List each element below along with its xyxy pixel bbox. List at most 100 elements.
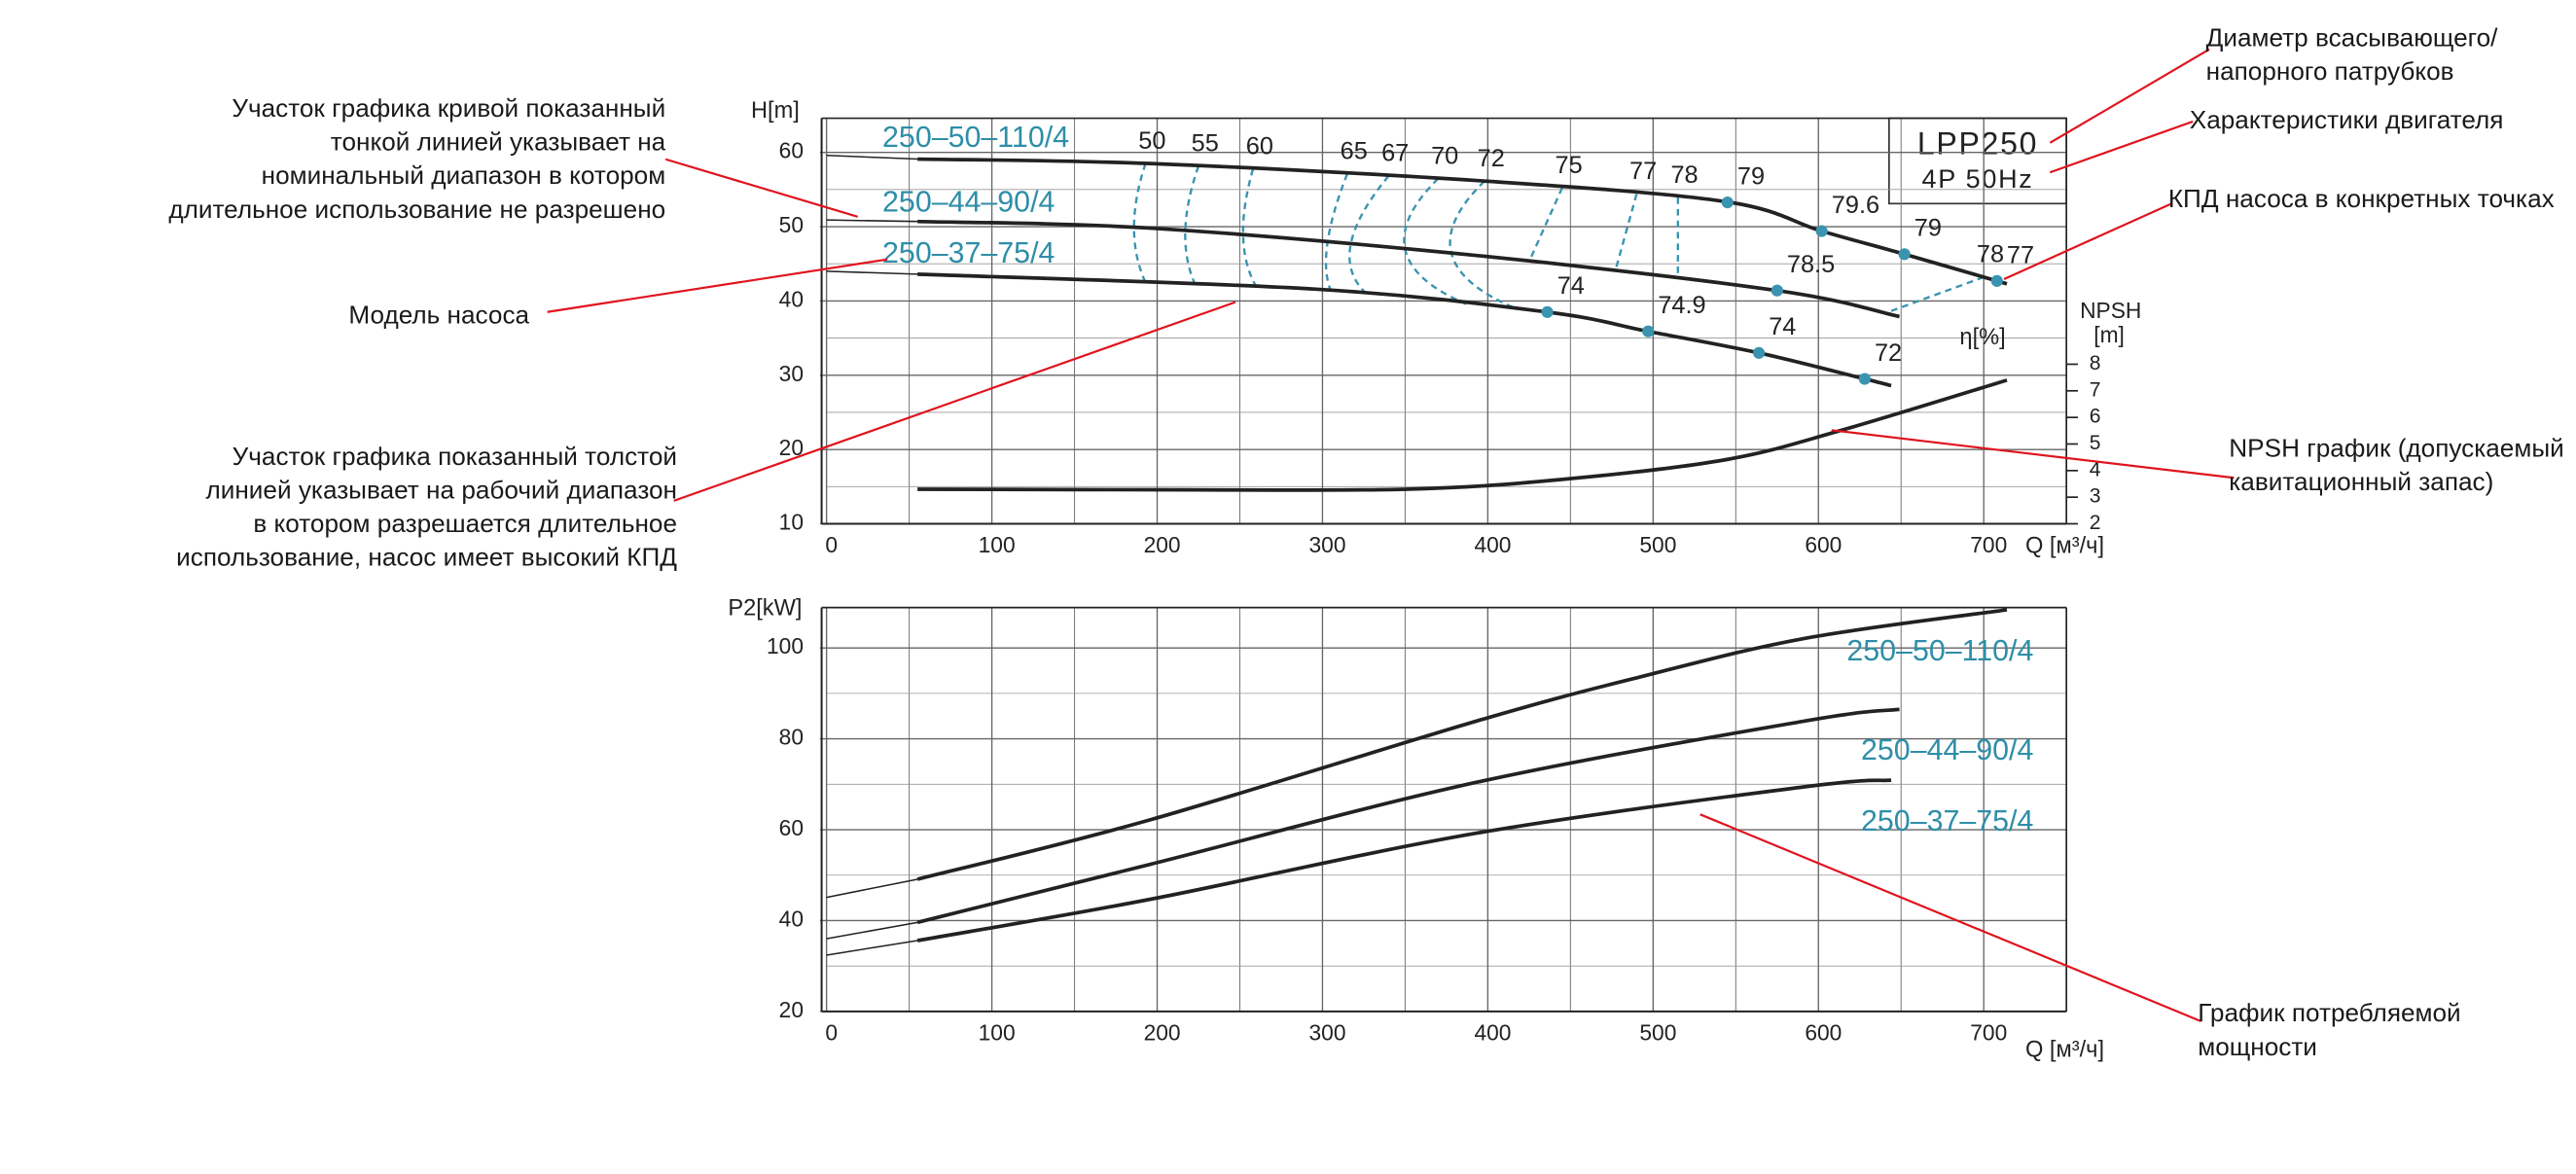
eta-point: [1771, 284, 1783, 297]
series-label: 250–50–110/4: [882, 121, 1069, 154]
y2-tick-label: 2: [2090, 512, 2101, 534]
eta-point-label: 78.5: [1787, 251, 1835, 278]
eta-contour-label: 78: [1977, 241, 2004, 268]
annotation-text: кавитационный запас): [2229, 467, 2493, 496]
eta-contour: [1132, 162, 1147, 284]
y-tick-label: 80: [779, 725, 804, 750]
eta-point: [1721, 196, 1734, 209]
y2-tick-label: 3: [2090, 485, 2101, 508]
eta-point: [1858, 373, 1871, 385]
eta-contour-label: 55: [1192, 129, 1219, 157]
series-label: 250–37–75/4: [882, 236, 1055, 269]
curve: [917, 378, 2008, 492]
pointer-line: [673, 301, 1236, 502]
eta-contour: [1403, 177, 1467, 305]
pointer-line: [547, 258, 888, 313]
x-tick-label: 500: [1639, 1020, 1676, 1046]
thin-curve: [826, 940, 918, 956]
eta-contour: [1449, 180, 1519, 310]
annotation-text: в котором разрешается длительное: [253, 509, 677, 538]
thin-curve: [826, 270, 918, 275]
pointer-line: [2049, 48, 2210, 144]
eta-contour-label: 70: [1431, 142, 1458, 169]
x-tick-label: 200: [1144, 532, 1181, 557]
y-tick-label: 10: [779, 510, 804, 535]
eta-point: [1898, 248, 1911, 261]
curve: [917, 219, 1900, 319]
eta-contour-label: 77: [1629, 158, 1657, 185]
eta-point: [1642, 325, 1655, 338]
x-tick-label: 700: [1970, 532, 2007, 557]
curve: [917, 157, 2008, 286]
thin-curve: [826, 921, 918, 940]
curve: [916, 778, 1892, 943]
eta-point: [1753, 346, 1766, 359]
annotation-text: КПД насоса в конкретных точках: [2168, 184, 2555, 213]
x-axis-label: Q [м³/ч]: [2025, 1038, 2104, 1063]
thin-curve: [826, 154, 918, 160]
motor: 4P 50Hz: [1922, 164, 2034, 194]
pointer-line: [1831, 429, 2235, 480]
eta-point-label: 79: [1914, 215, 1942, 242]
thin-curve: [826, 219, 918, 223]
y-tick-label: 20: [779, 997, 804, 1022]
y-tick-label: 40: [779, 286, 804, 311]
y-axis-label: P2[kW]: [728, 596, 802, 622]
eta-point: [1541, 305, 1554, 318]
series-label: 250–44–90/4: [882, 185, 1055, 218]
eta-contour: [1348, 175, 1390, 296]
annotation-text: длительное использование не разрешено: [168, 195, 665, 224]
y2-tick-label: 6: [2090, 406, 2101, 428]
annotation-text: номинальный диапазон в котором: [262, 160, 666, 190]
x-axis-label: Q [м³/ч]: [2025, 533, 2104, 558]
y2-tick-label: 8: [2090, 352, 2101, 374]
pointer-line: [2003, 202, 2172, 280]
eta-point-label: 79.6: [1832, 192, 1879, 219]
series-label: 250–44–90/4: [1861, 733, 2033, 766]
eta-point-label: 74: [1557, 272, 1585, 300]
pointer-line: [664, 158, 859, 218]
eta-point: [1990, 274, 2003, 287]
eta-contour-label: 60: [1246, 132, 1273, 160]
x-tick-label: 400: [1474, 532, 1511, 557]
x-tick-label: 100: [979, 1020, 1016, 1046]
x-tick-label: 600: [1805, 532, 1842, 557]
eta-point: [1815, 225, 1828, 237]
x-tick-label: 300: [1309, 1020, 1346, 1046]
y-tick-label: 30: [779, 361, 804, 386]
y-tick-label: 50: [779, 212, 804, 237]
y-tick-label: 100: [767, 633, 804, 658]
eta-point-label: 74.9: [1658, 292, 1705, 319]
curve: [916, 707, 1900, 925]
eta-point-label: 77: [2007, 241, 2034, 268]
eta-contour-label: 50: [1138, 127, 1165, 155]
curve: [916, 608, 2008, 881]
y2-tick-label: 4: [2090, 458, 2101, 480]
eta-point-label: 72: [1875, 339, 1902, 367]
eta-contour: [1184, 165, 1200, 286]
annotation-text: использование, насос имеет высокий КПД: [176, 543, 677, 572]
eta-point-label: 79: [1737, 162, 1765, 190]
eta-contour-label: 65: [1341, 137, 1368, 164]
y2-axis-label: NPSH: [2080, 298, 2141, 323]
annotation-text: Характеристики двигателя: [2190, 105, 2504, 134]
x-tick-label: 400: [1474, 1020, 1511, 1046]
y2-axis-unit: [m]: [2093, 322, 2125, 347]
series-label: 250–50–110/4: [1846, 634, 2033, 667]
x-tick-label: 600: [1805, 1020, 1842, 1046]
x-tick-label: 300: [1309, 532, 1346, 557]
x-tick-label: 100: [979, 532, 1016, 557]
y-axis-label: H[m]: [751, 98, 800, 124]
model: LPP250: [1917, 126, 2038, 161]
eta-contour-label: 75: [1556, 152, 1583, 179]
curve: [917, 272, 1892, 388]
x-tick-label: 500: [1639, 532, 1676, 557]
eta-contour: [1883, 275, 1985, 315]
eta-contour: [1614, 194, 1638, 272]
y-tick-label: 60: [779, 138, 804, 163]
y2-tick-label: 5: [2090, 432, 2101, 454]
y-tick-label: 60: [779, 815, 804, 840]
annotation-text: NPSH график (допускаемый: [2229, 433, 2563, 462]
annotation-text: тонкой линией указывает на: [331, 127, 666, 157]
